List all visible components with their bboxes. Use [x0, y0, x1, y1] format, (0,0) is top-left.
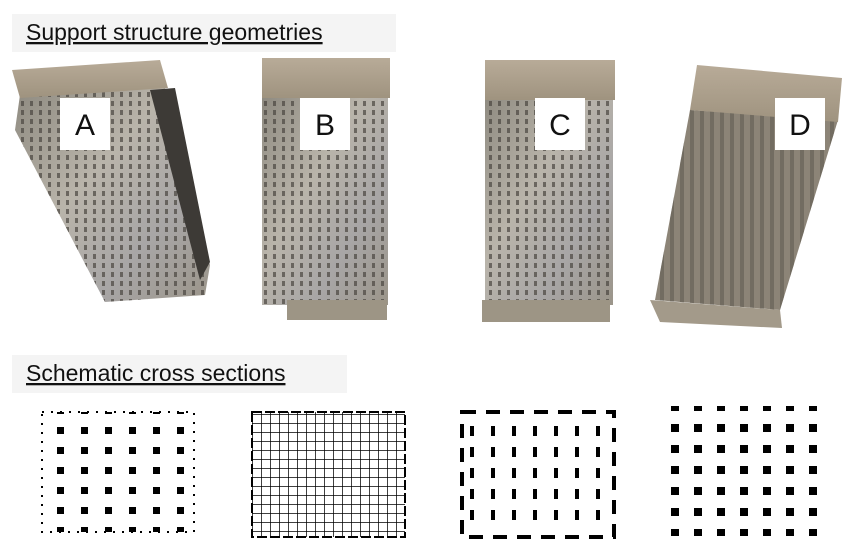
- heading-box: [12, 355, 347, 393]
- sample-b: B: [262, 58, 390, 320]
- sample-label: C: [549, 109, 571, 142]
- schematic-d: [670, 406, 828, 536]
- sample-d: D: [650, 65, 842, 328]
- sample-label: B: [315, 109, 335, 142]
- section-title: Schematic cross sections: [26, 360, 285, 386]
- section-title: Support structure geometries: [26, 19, 323, 45]
- schematic-c: [460, 410, 616, 539]
- heading-box: [12, 14, 396, 52]
- schematic-b: [251, 411, 406, 538]
- schematic-a: [41, 411, 195, 533]
- sample-label: D: [789, 109, 811, 142]
- sample-c: C: [482, 60, 615, 322]
- sample-a: A: [12, 60, 210, 302]
- sample-label: A: [75, 109, 95, 142]
